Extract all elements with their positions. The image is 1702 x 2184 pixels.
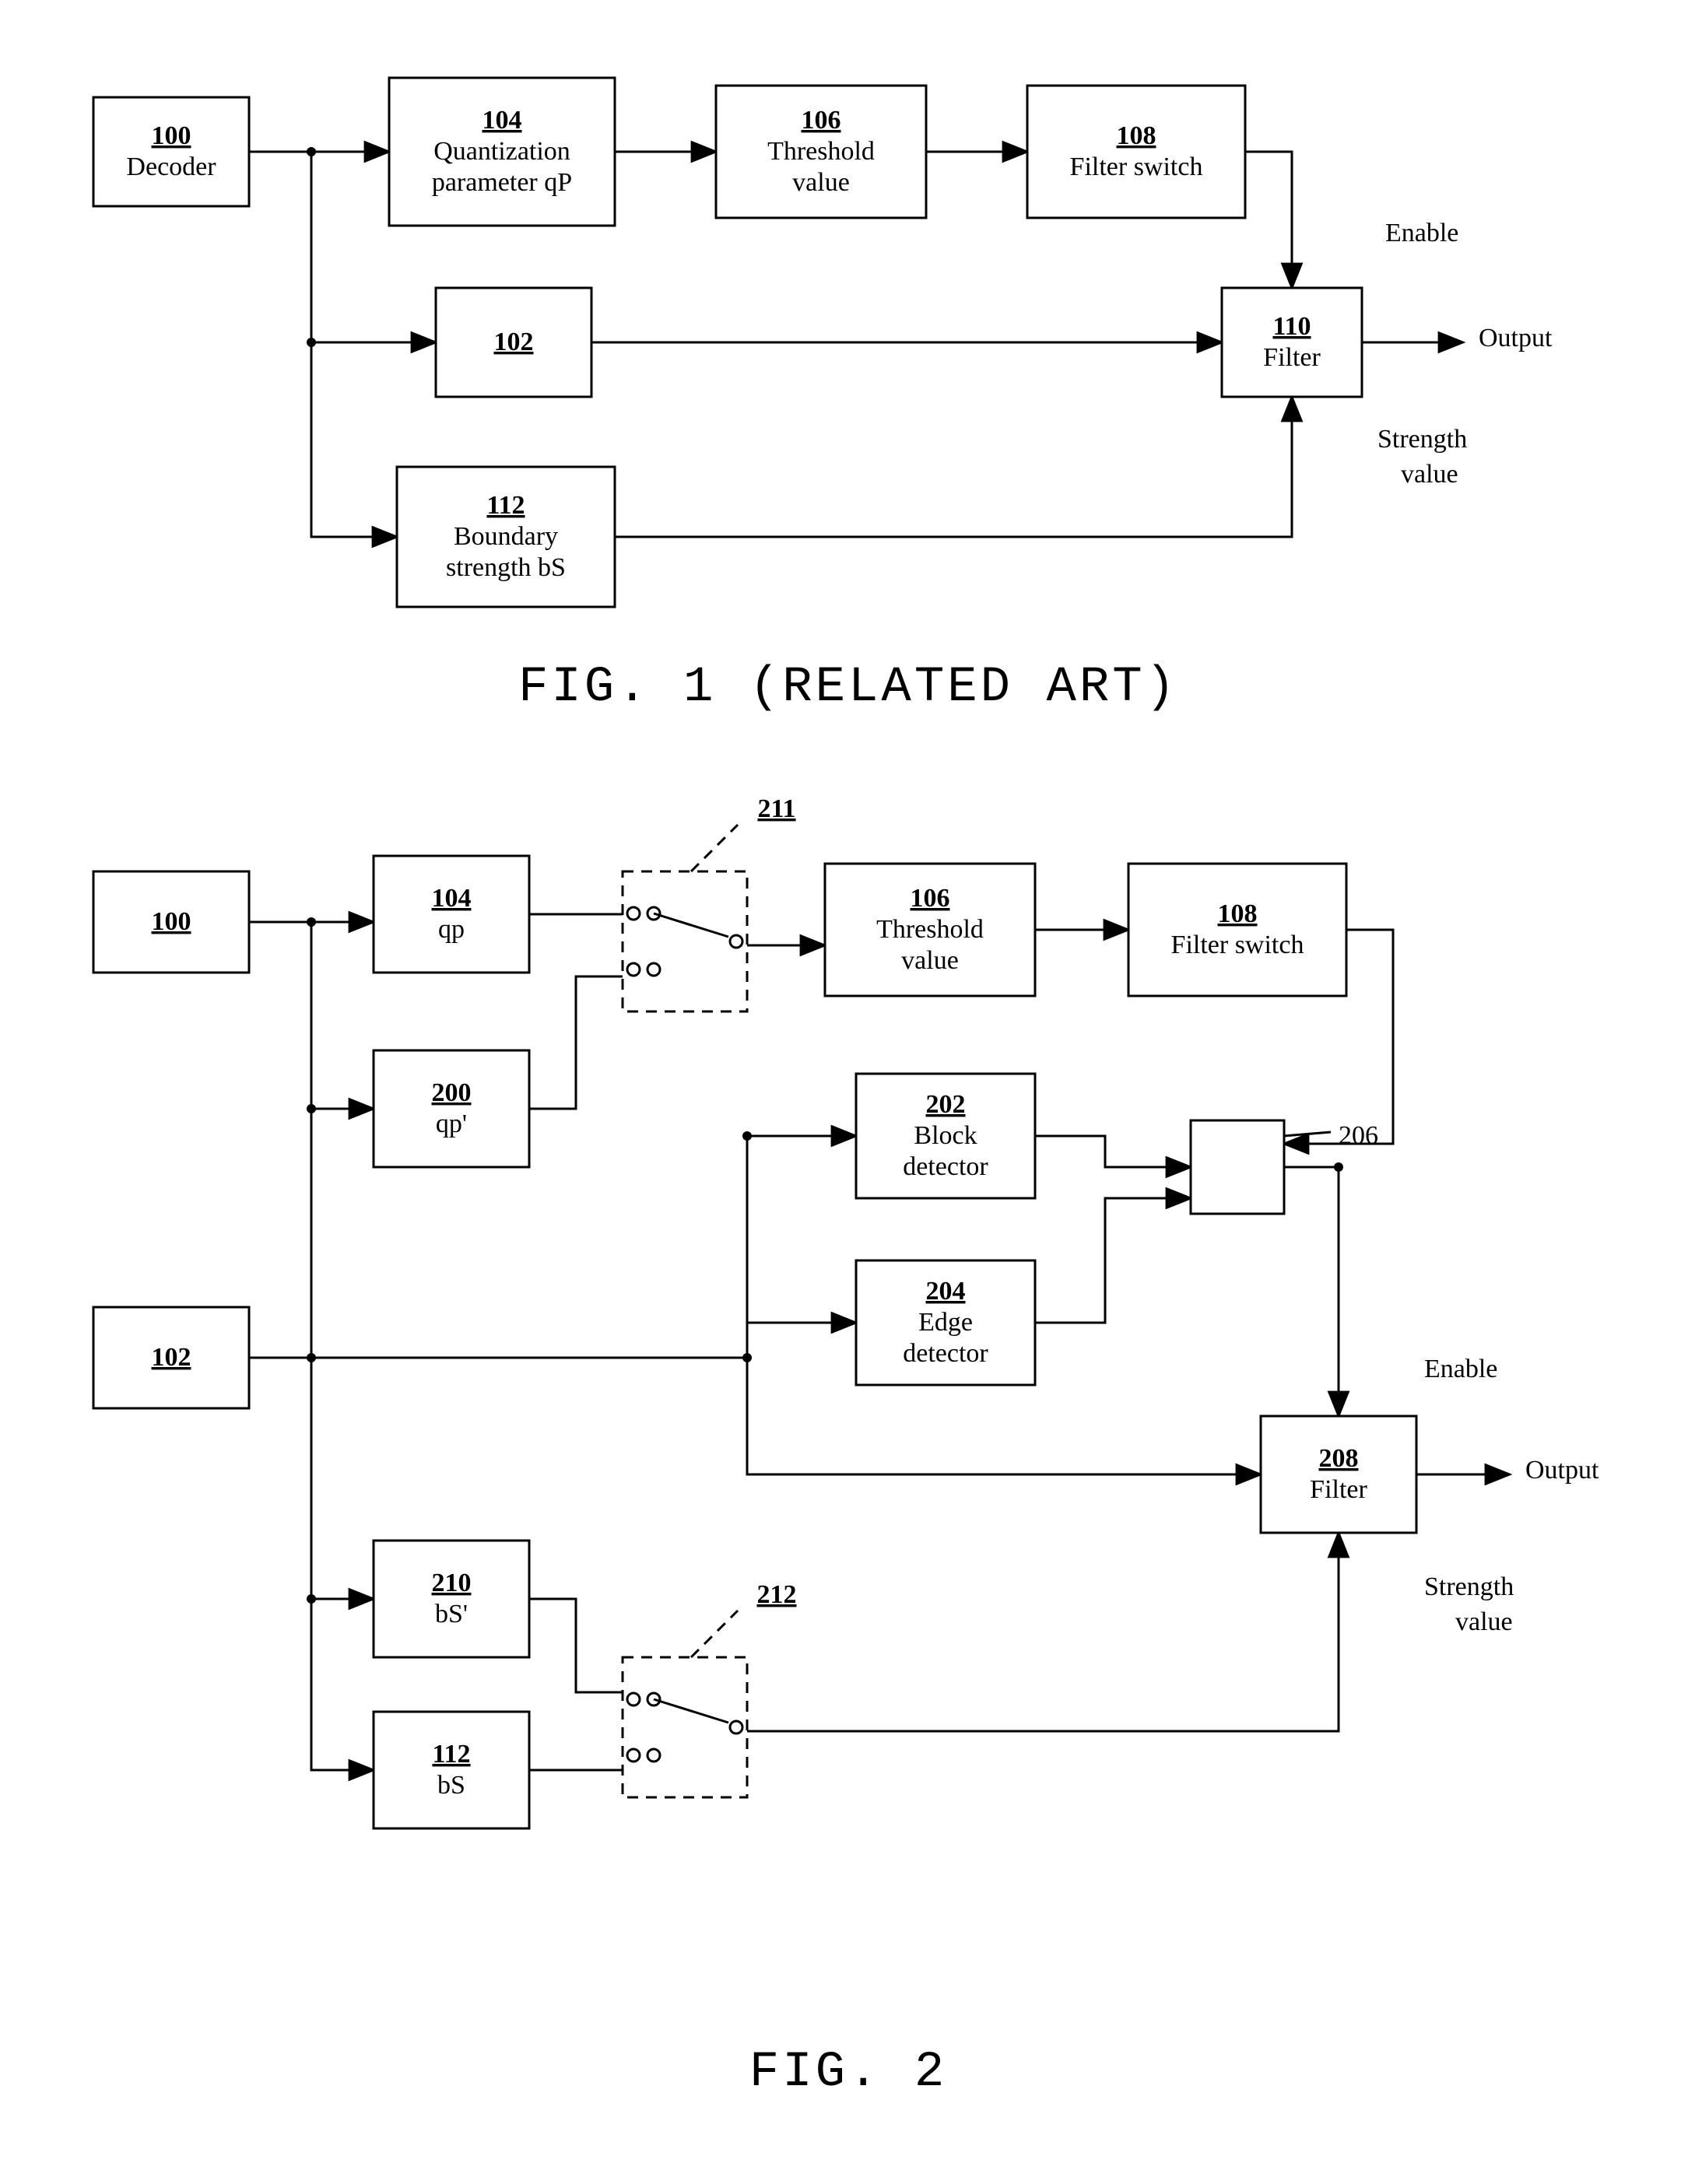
block-num-b102: 102 bbox=[494, 328, 534, 356]
block-label-b108: Filter switch bbox=[1171, 931, 1304, 959]
switch-s212 bbox=[623, 1657, 747, 1797]
block-label-b104: Quantization bbox=[433, 137, 570, 166]
block-label-b210: bS' bbox=[435, 1600, 468, 1628]
edge bbox=[747, 1533, 1339, 1731]
block-b108 bbox=[1128, 864, 1346, 996]
block-label-b100: Decoder bbox=[126, 152, 216, 181]
junction bbox=[307, 1594, 316, 1604]
edge bbox=[747, 1136, 856, 1358]
block-b112 bbox=[374, 1712, 529, 1828]
junction bbox=[307, 147, 316, 156]
block-num-b202: 202 bbox=[926, 1090, 966, 1119]
block-label-b108: Filter switch bbox=[1070, 152, 1203, 181]
edge bbox=[311, 1599, 374, 1770]
edge bbox=[311, 342, 397, 537]
block-label-b208: Filter bbox=[1310, 1475, 1367, 1504]
edge bbox=[615, 397, 1292, 537]
junction bbox=[307, 917, 316, 927]
free-label-l206: 206 bbox=[1339, 1121, 1378, 1150]
block-label-b106: Threshold bbox=[876, 915, 984, 944]
block-b210 bbox=[374, 1541, 529, 1657]
block-b200 bbox=[374, 1050, 529, 1167]
junction bbox=[307, 1353, 316, 1362]
block-label-b200: qp' bbox=[436, 1110, 467, 1138]
block-num-b108: 108 bbox=[1218, 899, 1258, 928]
block-num-b112: 112 bbox=[486, 491, 525, 520]
diagram-canvas: 100Decoder104Quantizationparameter qP106… bbox=[0, 0, 1702, 2184]
block-b208 bbox=[1261, 1416, 1416, 1533]
free-label-strength1: Strength bbox=[1377, 425, 1467, 454]
block-b110 bbox=[1222, 288, 1362, 397]
block-num-b102: 102 bbox=[152, 1343, 191, 1372]
edge bbox=[529, 1599, 623, 1692]
junction bbox=[307, 1104, 316, 1113]
block-label-b110: Filter bbox=[1263, 343, 1321, 372]
block-label-b106: value bbox=[792, 168, 850, 197]
free-label-strength1: Strength bbox=[1424, 1572, 1514, 1601]
block-num-b108: 108 bbox=[1117, 121, 1156, 150]
edge bbox=[1035, 1198, 1191, 1323]
free-label-enable: Enable bbox=[1385, 219, 1458, 247]
edge bbox=[1245, 152, 1292, 288]
block-num-b104: 104 bbox=[432, 884, 472, 913]
block-b104 bbox=[374, 856, 529, 973]
block-label-b106: value bbox=[901, 946, 959, 975]
free-label-strength2: value bbox=[1455, 1607, 1513, 1636]
block-label-b204: detector bbox=[903, 1339, 988, 1368]
block-label-b112: bS bbox=[437, 1771, 465, 1800]
block-label-b104: qp bbox=[438, 915, 465, 944]
leader-206 bbox=[1284, 1132, 1331, 1136]
switch-num-s211: 211 bbox=[757, 794, 795, 823]
block-num-b106: 106 bbox=[802, 106, 841, 135]
junction bbox=[742, 1131, 752, 1141]
block-b100 bbox=[93, 97, 249, 206]
block-b108 bbox=[1027, 86, 1245, 218]
edge bbox=[529, 976, 623, 1109]
block-label-b112: strength bS bbox=[446, 553, 566, 582]
block-label-b106: Threshold bbox=[767, 137, 875, 166]
junction bbox=[1334, 1162, 1343, 1172]
figure-caption: FIG. 2 bbox=[749, 2045, 947, 2101]
block-num-b110: 110 bbox=[1272, 312, 1311, 341]
block-num-b106: 106 bbox=[911, 884, 950, 913]
junction bbox=[307, 338, 316, 347]
block-num-b210: 210 bbox=[432, 1569, 472, 1597]
free-label-output: Output bbox=[1479, 324, 1553, 352]
free-label-enable: Enable bbox=[1424, 1355, 1497, 1383]
free-label-output: Output bbox=[1525, 1456, 1599, 1485]
block-num-b204: 204 bbox=[926, 1277, 966, 1306]
switch-s211 bbox=[623, 871, 747, 1011]
block-num-b200: 200 bbox=[432, 1078, 472, 1107]
junction bbox=[742, 1353, 752, 1362]
block-label-b204: Edge bbox=[918, 1308, 973, 1337]
figure-caption: FIG. 1 (RELATED ART) bbox=[518, 660, 1178, 716]
block-label-b104: parameter qP bbox=[432, 168, 572, 197]
block-num-b100: 100 bbox=[152, 121, 191, 150]
block-num-b208: 208 bbox=[1319, 1444, 1359, 1473]
block-b206 bbox=[1191, 1120, 1284, 1214]
block-label-b202: Block bbox=[914, 1121, 977, 1150]
free-label-strength2: value bbox=[1401, 460, 1458, 489]
block-label-b112: Boundary bbox=[454, 522, 558, 551]
switch-num-s212: 212 bbox=[757, 1580, 797, 1609]
block-num-b112: 112 bbox=[432, 1740, 470, 1769]
edge bbox=[311, 922, 374, 1109]
block-label-b202: detector bbox=[903, 1152, 988, 1181]
edge bbox=[1035, 1136, 1191, 1167]
block-num-b104: 104 bbox=[483, 106, 522, 135]
block-num-b100: 100 bbox=[152, 907, 191, 936]
edge bbox=[1284, 1167, 1339, 1416]
edge bbox=[311, 1358, 374, 1599]
